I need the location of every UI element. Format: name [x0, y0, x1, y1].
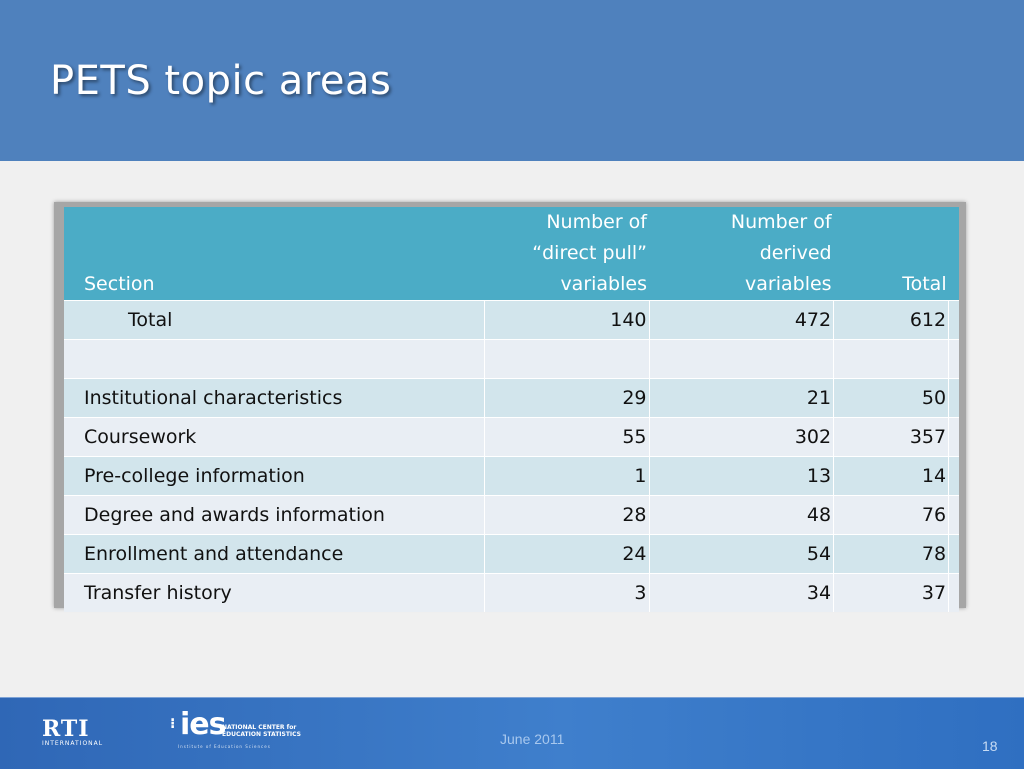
row-derived: 54 [648, 534, 834, 574]
row-section [64, 339, 485, 379]
header-direct-pull-line2: “direct pull” [532, 242, 647, 264]
header-pad [948, 207, 959, 301]
table-row: Enrollment and attendance 24 54 78 [64, 534, 959, 574]
rti-logo-mark: RTI [42, 716, 90, 742]
row-derived: 21 [648, 378, 834, 418]
row-pad [948, 300, 959, 340]
row-pad [948, 339, 959, 379]
row-direct-pull: 29 [483, 378, 649, 418]
ies-logo-tagline: Institute of Education Sciences [178, 744, 271, 749]
row-total: 78 [833, 534, 949, 574]
header-total: Total [833, 207, 949, 301]
footer-bar [0, 697, 1024, 769]
row-direct-pull: 140 [483, 300, 649, 340]
header-direct-pull-line3: variables [560, 273, 647, 295]
row-derived: 302 [648, 417, 834, 457]
row-pad [948, 534, 959, 574]
table-row: Institutional characteristics 29 21 50 [64, 378, 959, 418]
table-row-total: Total 140 472 612 [64, 300, 959, 340]
rti-logo: RTI INTERNATIONAL [42, 718, 112, 748]
row-total [833, 339, 949, 379]
row-section: Degree and awards information [64, 495, 485, 535]
page-number: 18 [982, 738, 998, 754]
footer-date: June 2011 [500, 731, 565, 747]
table-row: Pre-college information 1 13 14 [64, 456, 959, 496]
row-total: 357 [833, 417, 949, 457]
row-pad [948, 495, 959, 535]
row-derived: 472 [648, 300, 834, 340]
row-total: 14 [833, 456, 949, 496]
header-derived-line2: derived [759, 242, 832, 264]
table-header-row: Section Number of “direct pull” variable… [64, 207, 959, 301]
row-direct-pull [483, 339, 649, 379]
row-section: Enrollment and attendance [64, 534, 485, 574]
ies-logo-nces: NATIONAL CENTER for EDUCATION STATISTICS [222, 724, 301, 738]
row-pad [948, 417, 959, 457]
header-derived-line1: Number of [730, 211, 832, 233]
ies-logo-word: ies [180, 707, 226, 742]
row-direct-pull: 24 [483, 534, 649, 574]
row-section: Transfer history [64, 573, 485, 612]
header-derived-line3: variables [745, 273, 832, 295]
header-direct-pull: Number of “direct pull” variables [484, 207, 649, 301]
row-pad [948, 378, 959, 418]
row-total: 50 [833, 378, 949, 418]
row-pad [948, 456, 959, 496]
row-derived: 48 [648, 495, 834, 535]
row-total: 612 [833, 300, 949, 340]
row-derived: 34 [648, 573, 834, 612]
ies-dots-icon: ⁝ [170, 716, 176, 732]
row-pad [948, 573, 959, 612]
row-direct-pull: 3 [483, 573, 649, 612]
row-derived [648, 339, 834, 379]
ies-nces-line2: EDUCATION STATISTICS [222, 731, 302, 738]
row-derived: 13 [648, 456, 834, 496]
row-section: Coursework [64, 417, 485, 457]
header-section: Section [64, 207, 485, 301]
ies-nces-line1: NATIONAL CENTER for [222, 724, 297, 731]
table-row: Transfer history 3 34 37 [64, 573, 959, 612]
row-direct-pull: 55 [483, 417, 649, 457]
rti-logo-sub: INTERNATIONAL [42, 740, 104, 747]
header-derived: Number of derived variables [649, 207, 834, 301]
topic-areas-table: Section Number of “direct pull” variable… [64, 207, 959, 612]
row-section: Total [64, 300, 485, 340]
table-row: Degree and awards information 28 48 76 [64, 495, 959, 535]
header-direct-pull-line1: Number of [546, 211, 647, 233]
row-direct-pull: 1 [483, 456, 649, 496]
row-section: Institutional characteristics [64, 378, 485, 418]
row-section: Pre-college information [64, 456, 485, 496]
row-total: 76 [833, 495, 949, 535]
ies-logo: ⁝ ies NATIONAL CENTER for EDUCATION STAT… [170, 704, 305, 754]
row-total: 37 [833, 573, 949, 612]
table-row: Coursework 55 302 357 [64, 417, 959, 457]
slide-title: PETS topic areas [50, 58, 392, 104]
row-direct-pull: 28 [483, 495, 649, 535]
title-bar: PETS topic areas [0, 0, 1024, 161]
table-row-blank [64, 339, 959, 379]
